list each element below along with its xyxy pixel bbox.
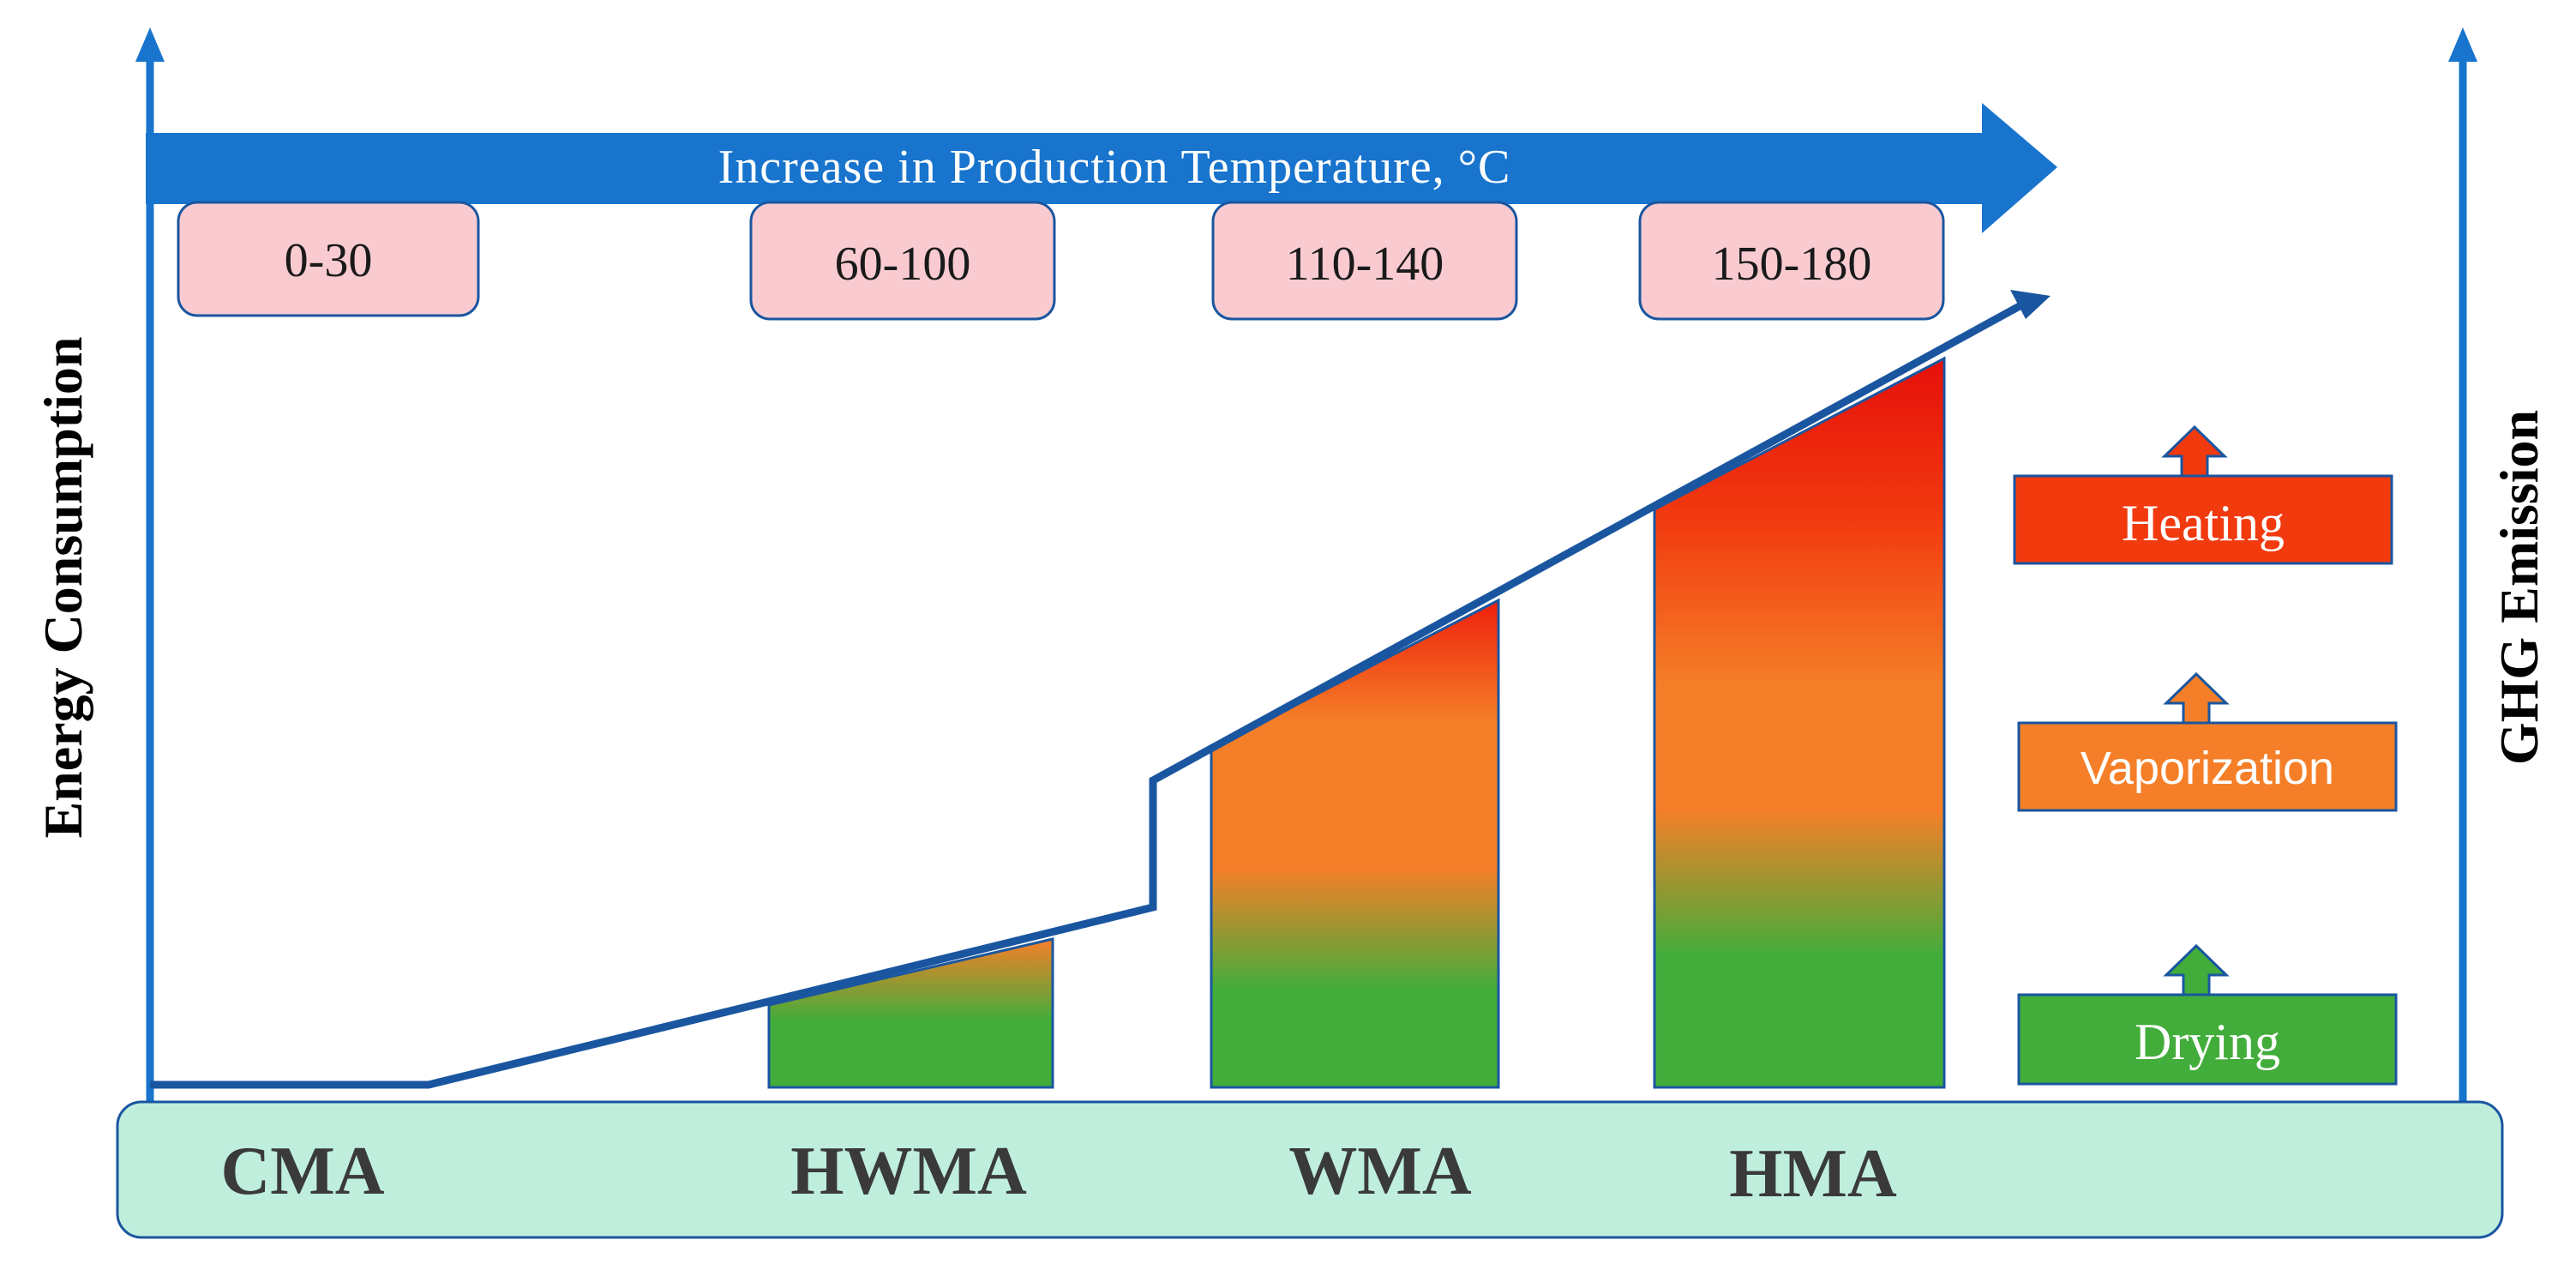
category-label-hwma: HWMA (790, 1134, 1027, 1209)
hma-energy-block (1653, 356, 1946, 1089)
temp-range-box (749, 201, 1056, 321)
wma-energy-block (1210, 598, 1500, 1089)
temp-range-label: 110-140 (1286, 238, 1444, 291)
category-label-wma: WMA (1288, 1134, 1472, 1209)
temp-range-box (177, 201, 480, 317)
temp-range-box (1638, 201, 1945, 321)
vaporization-legend-box (2017, 671, 2398, 812)
temperature-banner-arrow (146, 103, 2057, 233)
drying-legend-label: Drying (2135, 1014, 2280, 1070)
category-label-hma: HMA (1729, 1136, 1897, 1212)
hwma-energy-block (767, 937, 1054, 1089)
temp-range-label: 60-100 (835, 238, 971, 291)
temperature-banner-text: Increase in Production Temperature, °C (718, 141, 1511, 194)
temp-range-label: 0-30 (285, 234, 373, 287)
temp-range-label: 150-180 (1712, 238, 1872, 291)
right-axis (2448, 27, 2477, 1102)
left-axis-label: Energy Consumption (33, 337, 93, 839)
temp-range-box (1211, 201, 1518, 321)
left-axis (135, 27, 165, 1102)
drying-legend-box (2017, 943, 2398, 1086)
energy-trend-line (150, 290, 2051, 1089)
vaporization-legend-label: Vaporization (2081, 743, 2334, 794)
heating-legend-label: Heating (2122, 495, 2285, 551)
right-axis-label: GHG Emission (2489, 410, 2549, 765)
category-bar (116, 1100, 2504, 1239)
heating-legend-box (2013, 424, 2393, 565)
category-label-cma: CMA (220, 1134, 384, 1209)
